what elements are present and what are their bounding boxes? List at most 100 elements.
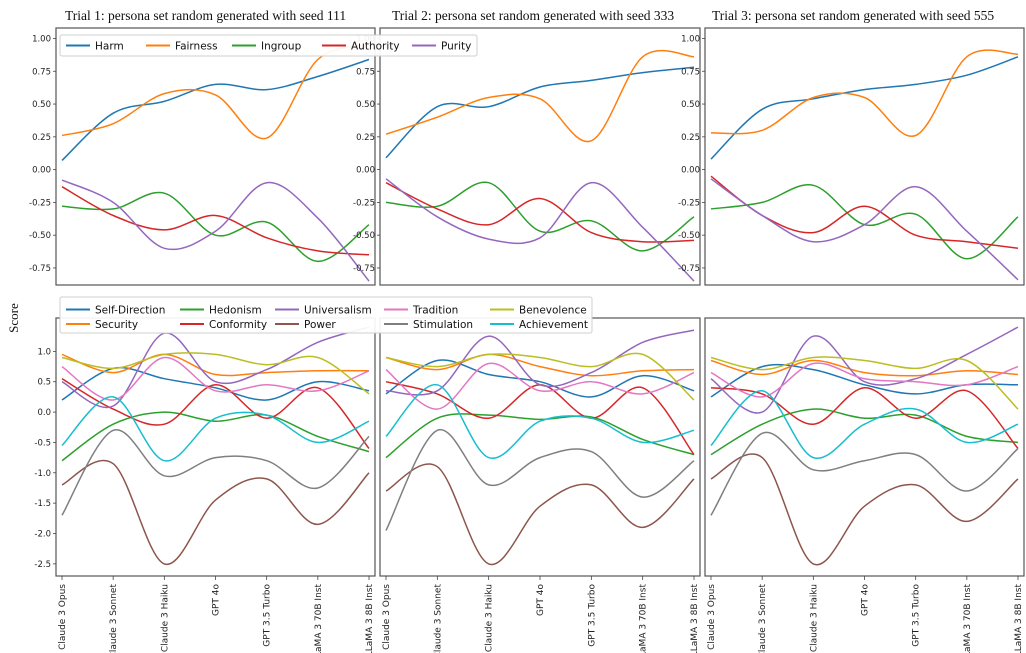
plot-frame bbox=[704, 317, 1025, 577]
series-line-achievement bbox=[710, 390, 1019, 459]
legend-label: Stimulation bbox=[413, 319, 473, 331]
series-line-universalism bbox=[61, 326, 370, 409]
y-tick-label: 0.75 bbox=[681, 67, 700, 77]
series-line-achievement bbox=[61, 396, 370, 462]
y-tick-label: 0.75 bbox=[32, 67, 51, 77]
y-tick-label: 0.50 bbox=[356, 100, 375, 110]
y-tick-label: 0.25 bbox=[681, 133, 700, 143]
x-tick-label: LLaMA 3 8B Inst bbox=[690, 584, 700, 653]
x-tick-label: GPT 4o bbox=[212, 584, 222, 616]
x-tick-label: LLaMA 3 8B Inst bbox=[365, 584, 375, 653]
legend-label: Tradition bbox=[412, 305, 458, 317]
series-line-hedonism bbox=[61, 411, 370, 462]
y-tick-label: 0.50 bbox=[32, 100, 51, 110]
y-tick-label: 0.25 bbox=[356, 133, 375, 143]
series-line-stimulation bbox=[710, 431, 1019, 516]
x-tick-label: GPT 4o bbox=[861, 584, 871, 616]
y-tick-label: -0.25 bbox=[353, 198, 375, 208]
plot-frame bbox=[55, 317, 376, 577]
y-tick-label: 0.0 bbox=[37, 408, 51, 418]
y-tick-label: -0.75 bbox=[29, 264, 51, 274]
y-tick-label: -0.75 bbox=[678, 264, 700, 274]
y-tick-label: 0.75 bbox=[356, 67, 375, 77]
panel-title: Trial 3: persona set random generated wi… bbox=[712, 8, 994, 23]
y-tick-label: -1.0 bbox=[34, 469, 51, 479]
y-tick-label: 0.5 bbox=[37, 378, 51, 388]
x-tick-label: LLaMA 3 8B Inst bbox=[1014, 584, 1024, 653]
series-line-tradition bbox=[61, 356, 370, 401]
top-panel-1: -0.75 -0.50 -0.25 0.00 0.25 0.50 0.75 1.00 bbox=[29, 27, 376, 286]
series-line-authority bbox=[385, 182, 695, 243]
series-line-hedonism bbox=[385, 413, 695, 459]
legend-frame bbox=[59, 34, 478, 57]
y-tick-label: 0.00 bbox=[681, 166, 700, 176]
series-line-universalism bbox=[385, 329, 695, 396]
legend-label: Security bbox=[95, 319, 138, 331]
series-line-security bbox=[710, 359, 1019, 377]
x-tick-label: LLaMA 3 70B Inst bbox=[639, 584, 649, 653]
series-line-ingroup bbox=[61, 191, 370, 263]
series-line-tradition bbox=[385, 362, 695, 410]
legend-label: Hedonism bbox=[209, 305, 262, 317]
plot-frame bbox=[379, 317, 701, 577]
top-legend: Harm Fairness Ingroup Authority Purity bbox=[59, 34, 478, 57]
series-line-harm bbox=[385, 66, 695, 159]
series-line-harm bbox=[710, 56, 1019, 160]
x-tick-label: Claude 3 Haiku bbox=[485, 584, 495, 652]
series-line-purity bbox=[61, 179, 370, 282]
series-line-fairness bbox=[385, 49, 695, 143]
legend-label: Authority bbox=[351, 41, 400, 53]
series-line-authority bbox=[61, 186, 370, 256]
x-tick-label: Claude 3 Sonnet bbox=[758, 584, 768, 653]
x-tick-label: GPT 4o bbox=[536, 584, 546, 616]
series-line-purity bbox=[710, 178, 1019, 281]
series-line-conformity bbox=[710, 387, 1019, 449]
series-line-benevolence bbox=[385, 352, 695, 401]
series-line-universalism bbox=[710, 326, 1019, 414]
legend-label: Universalism bbox=[304, 305, 372, 317]
series-line-fairness bbox=[710, 49, 1019, 137]
series-line-harm bbox=[61, 58, 370, 161]
y-tick-label: 0.50 bbox=[681, 100, 700, 110]
y-tick-label: -2.5 bbox=[34, 560, 51, 570]
y-tick-label: 0.00 bbox=[32, 166, 51, 176]
legend-label: Power bbox=[304, 319, 336, 331]
x-tick-label: Claude 3 Haiku bbox=[160, 584, 170, 652]
plot-frame bbox=[55, 27, 376, 286]
series-line-purity bbox=[385, 178, 695, 282]
y-tick-label: -0.25 bbox=[29, 198, 51, 208]
legend-label: Ingroup bbox=[261, 41, 302, 53]
series-line-fairness bbox=[61, 44, 370, 140]
y-tick-label: -0.50 bbox=[29, 231, 51, 241]
bottom-panel-3: Claude 3 Opus Claude 3 Sonnet Claude 3 Hai… bbox=[704, 317, 1025, 653]
series-line-security bbox=[385, 353, 695, 377]
y-tick-label: -0.50 bbox=[353, 231, 375, 241]
bottom-panel-1: -2.5 -2.0 -1.5 -1.0 -0.5 0.0 0.5 1.0 Claude 3 Op… bbox=[34, 317, 376, 653]
plot-frame bbox=[379, 27, 701, 286]
series-line-benevolence bbox=[710, 356, 1019, 410]
legend-label: Fairness bbox=[175, 41, 218, 53]
x-tick-label: GPT 3.5 Turbo bbox=[263, 584, 273, 647]
series-line-stimulation bbox=[61, 429, 370, 516]
legend-label: Achievement bbox=[519, 319, 588, 331]
y-tick-label: 1.00 bbox=[32, 34, 51, 44]
series-line-benevolence bbox=[61, 352, 370, 395]
series-line-stimulation bbox=[385, 429, 695, 531]
x-tick-label: Claude 3 Sonnet bbox=[433, 584, 443, 653]
x-tick-label: Claude 3 Haiku bbox=[809, 584, 819, 652]
bottom-legend: Self-Direction Security Hedonism Conformity… bbox=[59, 296, 593, 334]
panel-title: Trial 2: persona set random generated wi… bbox=[392, 8, 674, 23]
x-tick-label: Claude 3 Opus bbox=[382, 584, 392, 650]
series-line-self-direction bbox=[385, 359, 695, 398]
x-tick-label: Claude 3 Opus bbox=[707, 584, 717, 650]
x-tick-label: Claude 3 Opus bbox=[58, 584, 68, 650]
series-line-achievement bbox=[385, 384, 695, 459]
y-tick-label: 1.00 bbox=[681, 34, 700, 44]
x-tick-label: Claude 3 Sonnet bbox=[109, 584, 119, 653]
y-tick-label: 0.25 bbox=[32, 133, 51, 143]
series-line-hedonism bbox=[710, 408, 1019, 456]
y-tick-label: -0.50 bbox=[678, 231, 700, 241]
y-tick-label: -1.5 bbox=[34, 499, 51, 509]
x-tick-label: LLaMA 3 70B Inst bbox=[963, 584, 973, 653]
